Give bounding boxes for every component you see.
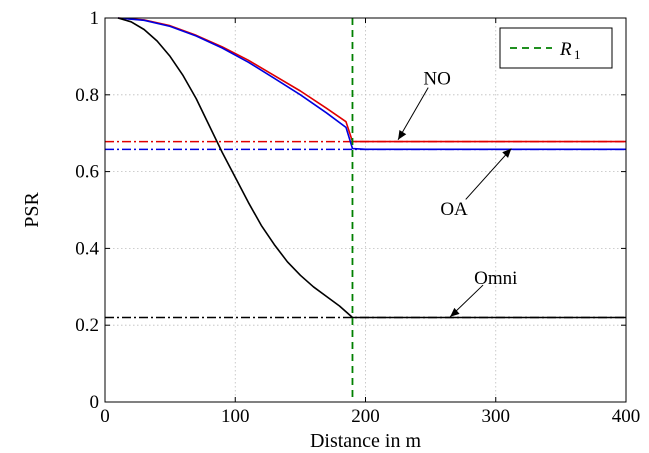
annotation-arrowhead bbox=[450, 307, 460, 317]
annotation-arrow-line bbox=[465, 148, 512, 200]
y-tick-label: 1 bbox=[90, 8, 100, 29]
series-lines bbox=[117, 17, 626, 319]
legend-label-r1: R bbox=[559, 39, 572, 60]
legend-box bbox=[499, 27, 613, 69]
annotations: NO OA Omni bbox=[397, 69, 517, 318]
y-tick-label: 0.4 bbox=[75, 238, 99, 259]
series-line-oa bbox=[117, 17, 626, 151]
x-axis-label: Distance in m bbox=[310, 430, 422, 452]
grid bbox=[105, 18, 626, 402]
y-axis-label: PSR bbox=[21, 192, 43, 228]
legend-label-subscript: 1 bbox=[574, 47, 581, 62]
x-tick-label: 0 bbox=[100, 406, 110, 427]
annotation-label-omni: Omni bbox=[474, 268, 517, 289]
y-tick-label: 0.6 bbox=[75, 162, 99, 183]
annotation-arrow-line bbox=[397, 87, 429, 140]
axis-ticks: 0 100 200 300 400 0 0.2 0.4 0.6 0.8 1 bbox=[75, 8, 640, 427]
annotation-label-no: NO bbox=[423, 69, 450, 90]
x-tick-label: 300 bbox=[482, 406, 511, 427]
annotation-label-oa: OA bbox=[440, 199, 468, 220]
series-line-omni bbox=[117, 17, 626, 319]
x-tick-label: 400 bbox=[612, 406, 641, 427]
annotation-arrowhead bbox=[502, 148, 512, 158]
y-tick-label: 0 bbox=[90, 392, 100, 413]
x-tick-label: 100 bbox=[221, 406, 250, 427]
y-tick-label: 0.2 bbox=[75, 315, 99, 336]
y-tick-label: 0.8 bbox=[75, 85, 99, 106]
x-tick-label: 200 bbox=[351, 406, 380, 427]
annotation-arrowhead bbox=[398, 129, 407, 140]
